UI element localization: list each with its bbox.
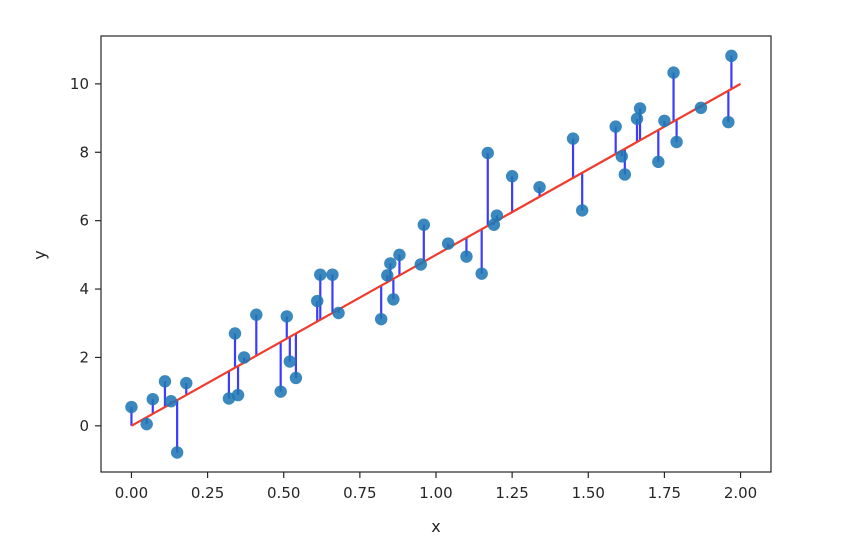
- data-point: [274, 385, 287, 398]
- data-point: [140, 417, 153, 431]
- fit-line: [130, 82, 742, 427]
- fit-line-group: [130, 82, 742, 427]
- data-point: [237, 351, 251, 364]
- data-point: [332, 306, 345, 320]
- data-point: [615, 150, 628, 163]
- x-tick-label: 2.00: [724, 484, 757, 502]
- data-point: [228, 327, 242, 340]
- y-axis-ticks: 0 2 4 6 8 10: [70, 75, 101, 435]
- data-point: [414, 258, 427, 271]
- data-point: [231, 388, 245, 402]
- data-point: [311, 294, 324, 308]
- y-tick-label: 6: [79, 212, 89, 230]
- x-axis-label: x: [431, 517, 440, 536]
- data-point: [158, 375, 172, 388]
- data-point: [289, 371, 303, 385]
- data-point: [387, 293, 400, 306]
- data-point: [633, 102, 647, 115]
- y-tick-label: 8: [79, 143, 89, 161]
- data-point: [250, 308, 263, 321]
- data-point: [566, 132, 580, 145]
- x-tick-label: 1.50: [572, 484, 605, 502]
- data-point: [164, 395, 178, 408]
- data-point: [630, 112, 644, 125]
- y-tick-label: 0: [79, 417, 89, 435]
- data-point: [393, 248, 406, 262]
- data-point: [326, 268, 339, 281]
- data-point: [658, 114, 671, 128]
- data-point: [618, 168, 632, 181]
- x-tick-label: 1.25: [495, 484, 528, 502]
- x-tick-label: 1.75: [648, 484, 681, 502]
- data-point: [667, 66, 680, 79]
- x-tick-label: 0.25: [191, 484, 224, 502]
- x-tick-label: 1.00: [419, 484, 452, 502]
- x-axis-ticks: 0.00 0.25 0.50 0.75 1.00 1.25 1.50 1.75 2.00: [115, 472, 757, 502]
- data-point: [533, 180, 546, 194]
- data-point: [725, 49, 738, 63]
- data-point: [374, 312, 388, 326]
- data-point: [381, 269, 394, 282]
- data-point: [575, 204, 589, 217]
- data-point: [652, 155, 665, 169]
- data-point: [146, 392, 159, 406]
- data-point: [283, 355, 297, 368]
- y-tick-label: 2: [79, 348, 89, 366]
- data-points: [125, 49, 738, 459]
- data-point: [609, 120, 622, 133]
- y-tick-label: 4: [79, 280, 89, 298]
- data-point: [475, 267, 488, 280]
- data-point: [441, 237, 455, 250]
- x-tick-label: 0.00: [115, 484, 148, 502]
- data-point: [722, 115, 735, 129]
- y-tick-label: 10: [70, 75, 89, 93]
- data-point: [170, 446, 184, 459]
- y-axis-label: y: [30, 250, 49, 259]
- data-point: [384, 257, 397, 270]
- x-tick-label: 0.75: [343, 484, 376, 502]
- data-point: [314, 268, 327, 281]
- data-point: [180, 376, 193, 390]
- data-point: [670, 135, 683, 149]
- data-point: [280, 310, 293, 323]
- data-point: [417, 218, 431, 231]
- data-point: [125, 400, 138, 414]
- data-point: [481, 146, 494, 160]
- data-point: [694, 101, 708, 115]
- data-point: [460, 250, 473, 263]
- data-point: [490, 209, 504, 222]
- x-tick-label: 0.50: [267, 484, 300, 502]
- data-point: [505, 170, 519, 183]
